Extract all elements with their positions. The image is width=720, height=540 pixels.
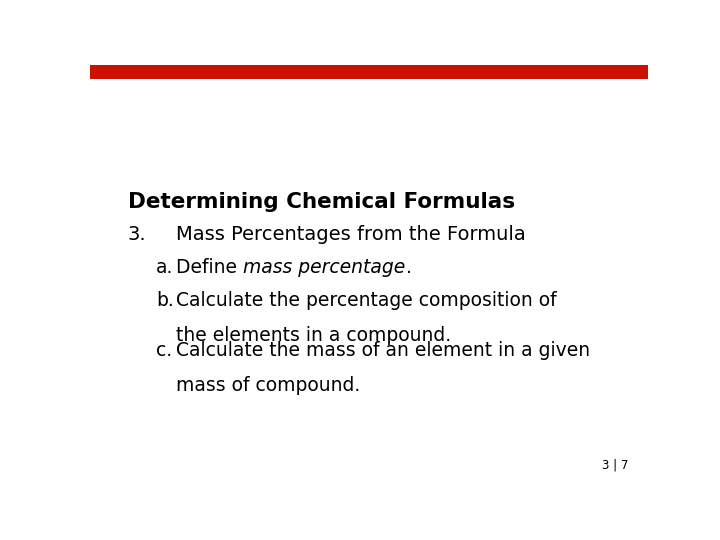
Text: mass percentage: mass percentage bbox=[243, 258, 406, 277]
Text: mass of compound.: mass of compound. bbox=[176, 376, 361, 395]
Text: 3 | 7: 3 | 7 bbox=[602, 458, 629, 471]
Text: Determining Chemical Formulas: Determining Chemical Formulas bbox=[128, 192, 515, 212]
Text: Calculate the percentage composition of: Calculate the percentage composition of bbox=[176, 292, 557, 310]
Bar bbox=[90, 65, 648, 79]
Text: 3.: 3. bbox=[128, 225, 147, 244]
Text: the elements in a compound.: the elements in a compound. bbox=[176, 326, 451, 345]
Text: Define: Define bbox=[176, 258, 243, 277]
Text: a.: a. bbox=[156, 258, 174, 277]
Text: Calculate the mass of an element in a given: Calculate the mass of an element in a gi… bbox=[176, 341, 590, 360]
Text: b.: b. bbox=[156, 292, 174, 310]
Text: Mass Percentages from the Formula: Mass Percentages from the Formula bbox=[176, 225, 526, 244]
Text: c.: c. bbox=[156, 341, 172, 360]
Text: .: . bbox=[406, 258, 412, 277]
